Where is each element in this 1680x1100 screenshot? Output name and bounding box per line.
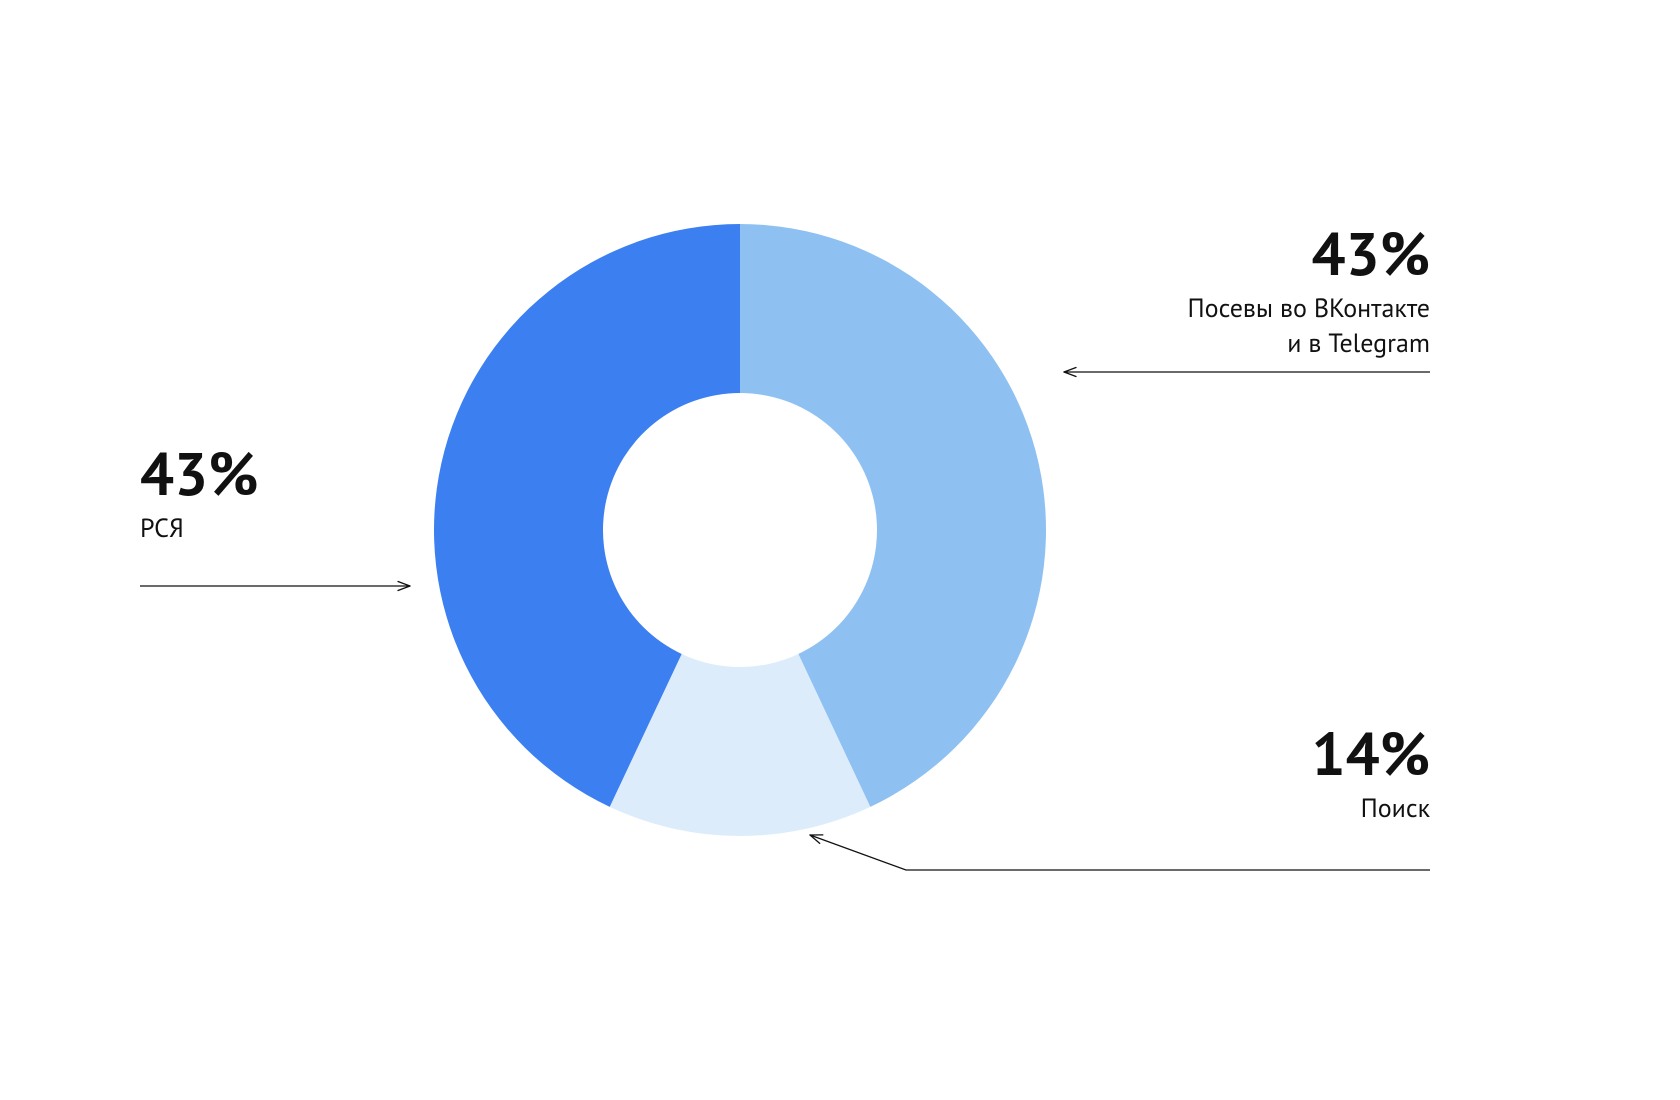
label-vk-tg: 43% Посевы во ВКонтактеи в Telegram — [1188, 222, 1430, 361]
chart-stage: 43% Посевы во ВКонтактеи в Telegram 14% … — [0, 0, 1680, 1100]
label-search-desc: Поиск — [1312, 791, 1430, 826]
label-search-pct: 14% — [1312, 722, 1430, 785]
label-search: 14% Поиск — [1312, 722, 1430, 826]
callout-vk_tg — [1064, 368, 1430, 377]
donut-chart-svg — [0, 0, 1680, 1100]
callout-rsya — [140, 582, 410, 591]
callout-search — [810, 835, 1430, 870]
label-rsya: 43% РСЯ — [140, 442, 258, 546]
label-rsya-pct: 43% — [140, 442, 258, 505]
label-rsya-desc: РСЯ — [140, 511, 258, 546]
label-vk-tg-pct: 43% — [1188, 222, 1430, 285]
label-vk-tg-desc: Посевы во ВКонтактеи в Telegram — [1188, 291, 1430, 361]
